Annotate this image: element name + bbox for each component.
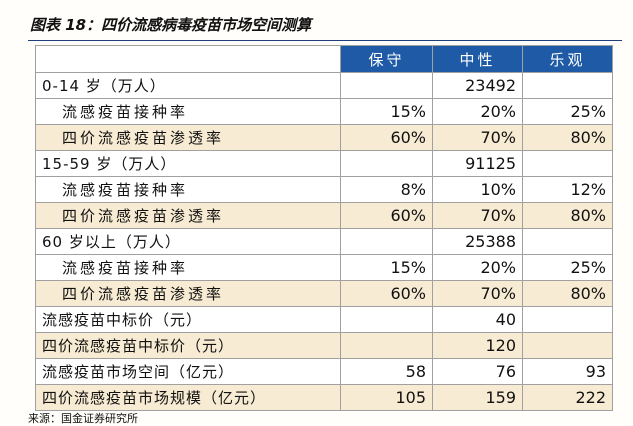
header-cell <box>35 45 341 73</box>
value-cell: 60% <box>340 202 433 229</box>
value-cell <box>340 332 433 359</box>
value-cell <box>340 150 433 177</box>
value-cell: 76 <box>432 358 523 385</box>
value-cell: 25388 <box>432 228 523 255</box>
value-cell: 23492 <box>432 72 523 99</box>
table-row: 四价流感疫苗市场规模（亿元） 105 159 222 <box>35 384 613 411</box>
value-cell <box>522 72 613 99</box>
value-cell: 20% <box>432 254 523 281</box>
table-row: 流感疫苗接种率 15% 20% 25% <box>35 254 613 281</box>
header-row: 保守 中性 乐观 <box>35 45 613 73</box>
table-row: 流感疫苗接种率 8% 10% 12% <box>35 176 613 203</box>
value-cell: 58 <box>340 358 433 385</box>
value-cell: 12% <box>522 176 613 203</box>
value-cell: 222 <box>522 384 613 411</box>
table-row: 60 岁以上（万人） 25388 <box>35 228 613 255</box>
value-cell: 91125 <box>432 150 523 177</box>
row-label: 流感疫苗接种率 <box>35 254 341 281</box>
value-cell: 70% <box>432 202 523 229</box>
value-cell <box>340 72 433 99</box>
value-cell: 20% <box>432 98 523 125</box>
value-cell: 70% <box>432 280 523 307</box>
header-cell: 乐观 <box>522 45 613 73</box>
source: 来源：国金证券研究所 <box>28 412 138 425</box>
value-cell: 15% <box>340 254 433 281</box>
value-cell: 40 <box>432 306 523 333</box>
value-cell <box>522 306 613 333</box>
value-cell: 60% <box>340 280 433 307</box>
value-cell: 80% <box>522 124 613 151</box>
table-row: 0-14 岁（万人） 23492 <box>35 72 613 99</box>
value-cell <box>340 306 433 333</box>
header-cell: 保守 <box>340 45 433 73</box>
row-label: 流感疫苗接种率 <box>35 176 341 203</box>
value-cell: 70% <box>432 124 523 151</box>
title: 图表 18：四价流感病毒疫苗市场空间测算 <box>30 16 312 34</box>
table-row: 四价流感疫苗渗透率 60% 70% 80% <box>35 202 613 229</box>
row-label: 流感疫苗中标价（元） <box>35 306 341 333</box>
row-label: 15-59 岁（万人） <box>35 150 341 177</box>
table-row: 流感疫苗中标价（元） 40 <box>35 306 613 333</box>
value-cell <box>522 150 613 177</box>
data-table: 保守 中性 乐观 0-14 岁（万人） 23492 流感疫苗接种率 15% 20% 25% 四价… <box>35 45 613 411</box>
row-label: 四价流感疫苗市场规模（亿元） <box>35 384 341 411</box>
title-rule <box>28 40 622 41</box>
value-cell: 10% <box>432 176 523 203</box>
value-cell: 8% <box>340 176 433 203</box>
row-label: 流感疫苗接种率 <box>35 98 341 125</box>
value-cell: 105 <box>340 384 433 411</box>
header-cell: 中性 <box>432 45 523 73</box>
row-label: 流感疫苗市场空间（亿元） <box>35 358 341 385</box>
row-label: 四价流感疫苗渗透率 <box>35 280 341 307</box>
row-label: 四价流感疫苗中标价（元） <box>35 332 341 359</box>
table-row: 四价流感疫苗中标价（元） 120 <box>35 332 613 359</box>
value-cell <box>522 228 613 255</box>
table-row: 15-59 岁（万人） 91125 <box>35 150 613 177</box>
value-cell: 80% <box>522 202 613 229</box>
table-row: 四价流感疫苗渗透率 60% 70% 80% <box>35 124 613 151</box>
value-cell: 60% <box>340 124 433 151</box>
value-cell <box>522 332 613 359</box>
value-cell: 120 <box>432 332 523 359</box>
value-cell: 80% <box>522 280 613 307</box>
table-row: 流感疫苗市场空间（亿元） 58 76 93 <box>35 358 613 385</box>
row-label: 四价流感疫苗渗透率 <box>35 202 341 229</box>
row-label: 四价流感疫苗渗透率 <box>35 124 341 151</box>
row-label: 0-14 岁（万人） <box>35 72 341 99</box>
table-row: 四价流感疫苗渗透率 60% 70% 80% <box>35 280 613 307</box>
value-cell: 25% <box>522 98 613 125</box>
value-cell: 93 <box>522 358 613 385</box>
value-cell: 159 <box>432 384 523 411</box>
value-cell <box>340 228 433 255</box>
row-label: 60 岁以上（万人） <box>35 228 341 255</box>
value-cell: 15% <box>340 98 433 125</box>
value-cell: 25% <box>522 254 613 281</box>
table-row: 流感疫苗接种率 15% 20% 25% <box>35 98 613 125</box>
